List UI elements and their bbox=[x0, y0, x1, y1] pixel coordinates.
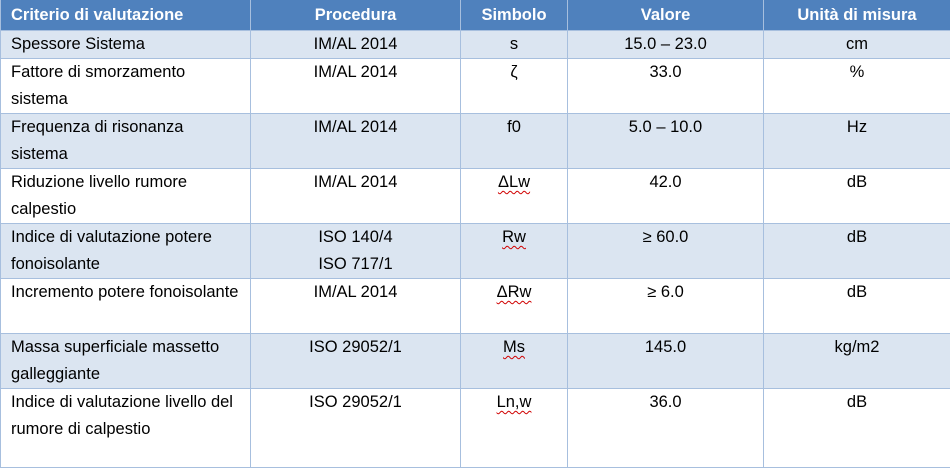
table-cell: f0 bbox=[461, 114, 568, 169]
table-cell: Massa superficiale massetto galleggiante bbox=[1, 334, 251, 389]
table-cell: 42.0 bbox=[568, 169, 764, 224]
table-cell: Spessore Sistema bbox=[1, 31, 251, 59]
table-cell: 36.0 bbox=[568, 389, 764, 468]
symbol: Rw bbox=[502, 228, 526, 246]
symbol: ΔRw bbox=[497, 283, 532, 301]
page: {"table": { "columns": ["Criterio di val… bbox=[0, 0, 950, 458]
table-cell: Riduzione livello rumore calpestio bbox=[1, 169, 251, 224]
table-cell: IM/AL 2014 bbox=[251, 31, 461, 59]
table-cell: ISO 140/4 ISO 717/1 bbox=[251, 224, 461, 279]
table-cell: ≥ 6.0 bbox=[568, 279, 764, 334]
table-cell: Incremento potere fonoisolante bbox=[1, 279, 251, 334]
table-cell: ζ bbox=[461, 59, 568, 114]
table-cell: IM/AL 2014 bbox=[251, 59, 461, 114]
table-cell: ≥ 60.0 bbox=[568, 224, 764, 279]
symbol: ΔLw bbox=[498, 173, 530, 191]
table-cell: kg/m2 bbox=[764, 334, 950, 389]
table-cell: Fattore di smorzamento sistema bbox=[1, 59, 251, 114]
column-header: Unità di misura bbox=[764, 0, 950, 31]
table-cell: ISO 29052/1 bbox=[251, 389, 461, 468]
symbol: Ln,w bbox=[497, 393, 532, 411]
table-cell: 5.0 – 10.0 bbox=[568, 114, 764, 169]
table-cell: Hz bbox=[764, 114, 950, 169]
table-cell: 15.0 – 23.0 bbox=[568, 31, 764, 59]
table-cell: dB bbox=[764, 279, 950, 334]
table-cell: Indice di valutazione potere fonoisolant… bbox=[1, 224, 251, 279]
table-cell: cm bbox=[764, 31, 950, 59]
table-cell: s bbox=[461, 31, 568, 59]
table-row: Indice di valutazione potere fonoisolant… bbox=[1, 224, 950, 279]
table-cell: % bbox=[764, 59, 950, 114]
table-row: Indice di valutazione livello del rumore… bbox=[1, 389, 950, 468]
table-cell: 145.0 bbox=[568, 334, 764, 389]
column-header: Simbolo bbox=[461, 0, 568, 31]
table-cell: IM/AL 2014 bbox=[251, 169, 461, 224]
table-cell: IM/AL 2014 bbox=[251, 279, 461, 334]
table-cell: Frequenza di risonanza sistema bbox=[1, 114, 251, 169]
table-cell: ΔRw bbox=[461, 279, 568, 334]
column-header: Procedura bbox=[251, 0, 461, 31]
table-row: Massa superficiale massetto galleggiante… bbox=[1, 334, 950, 389]
table-cell: dB bbox=[764, 224, 950, 279]
symbol: Ms bbox=[503, 338, 525, 356]
table-cell: Indice di valutazione livello del rumore… bbox=[1, 389, 251, 468]
table-cell: dB bbox=[764, 389, 950, 468]
table-cell: Ln,w bbox=[461, 389, 568, 468]
column-header: Criterio di valutazione bbox=[1, 0, 251, 31]
table-cell: IM/AL 2014 bbox=[251, 114, 461, 169]
column-header: Valore bbox=[568, 0, 764, 31]
table-cell: Rw bbox=[461, 224, 568, 279]
table-cell: Ms bbox=[461, 334, 568, 389]
table-cell: ΔLw bbox=[461, 169, 568, 224]
table-cell: dB bbox=[764, 169, 950, 224]
table-cell: 33.0 bbox=[568, 59, 764, 114]
table-cell: ISO 29052/1 bbox=[251, 334, 461, 389]
